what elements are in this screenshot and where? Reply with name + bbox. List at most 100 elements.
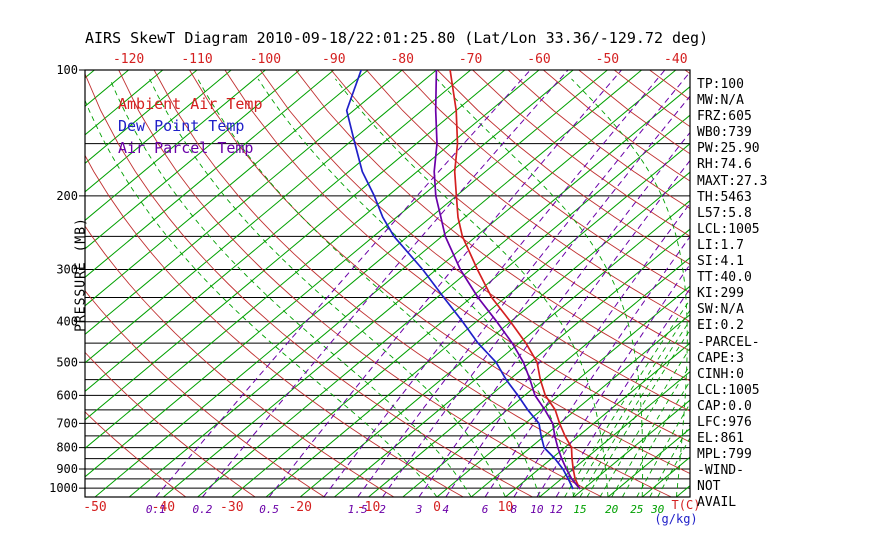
bottom-temp-tick-label: -50 bbox=[83, 500, 106, 515]
pressure-tick-label: 500 bbox=[56, 355, 78, 369]
line bbox=[513, 235, 690, 497]
line bbox=[330, 70, 690, 352]
line bbox=[128, 70, 642, 497]
top-temp-tick-label: -70 bbox=[459, 52, 482, 67]
stats-line: SW:N/A bbox=[697, 302, 744, 318]
isotherm-lines bbox=[85, 70, 690, 497]
stats-line: LCL:1005 bbox=[697, 221, 760, 237]
top-temp-tick-label: -60 bbox=[527, 52, 550, 67]
stats-line: WB0:739 bbox=[697, 125, 752, 141]
pressure-tick-label: 200 bbox=[56, 189, 78, 203]
temp-unit-label: T(C) bbox=[672, 498, 701, 512]
ambient-temp-curve bbox=[449, 70, 581, 490]
line bbox=[85, 70, 266, 221]
stats-line: CAP:0.0 bbox=[697, 398, 752, 414]
bottom-temp-tick-label: -10 bbox=[357, 500, 380, 515]
stats-line: CINH:0 bbox=[697, 366, 744, 382]
line bbox=[484, 202, 690, 497]
line bbox=[259, 70, 690, 412]
chart-title: AIRS SkewT Diagram 2010-09-18/22:01:25.8… bbox=[85, 29, 709, 47]
top-temp-tick-label: -100 bbox=[250, 52, 281, 67]
line bbox=[366, 70, 690, 323]
mixing-ratio-label: 25 bbox=[630, 503, 643, 516]
line bbox=[564, 298, 690, 497]
line bbox=[505, 342, 690, 497]
legend-ambient-air-temp: Ambient Air Temp bbox=[118, 95, 263, 113]
top-temp-tick-label: -80 bbox=[390, 52, 413, 67]
mixing-ratio-lines-violet bbox=[155, 70, 690, 497]
mixing-ratio-label: 12 bbox=[549, 503, 563, 516]
pressure-tick-label: 800 bbox=[56, 441, 78, 455]
pressure-tick-label: 600 bbox=[56, 388, 78, 402]
mixing-ratio-label: 2 bbox=[379, 503, 386, 516]
dewpoint-curve bbox=[345, 70, 574, 490]
stats-line: PW:25.90 bbox=[697, 141, 760, 157]
line bbox=[299, 171, 690, 497]
line bbox=[382, 95, 690, 497]
pressure-gridlines bbox=[85, 69, 690, 489]
top-temp-tick-label: -110 bbox=[181, 52, 212, 67]
pressure-tick-label: 900 bbox=[56, 462, 78, 476]
top-temp-tick-label: -40 bbox=[664, 52, 687, 67]
bottom-temp-tick-label: 10 bbox=[498, 500, 514, 515]
line bbox=[224, 70, 690, 443]
top-temp-tick-label: -120 bbox=[113, 52, 144, 67]
stats-line: L57:5.8 bbox=[697, 205, 752, 221]
line bbox=[85, 70, 335, 278]
pressure-tick-label: 700 bbox=[56, 416, 78, 430]
line bbox=[85, 154, 464, 497]
line bbox=[85, 70, 369, 307]
stats-line: LCL:1005 bbox=[697, 382, 760, 398]
stats-line: MAXT:27.3 bbox=[697, 173, 768, 189]
line bbox=[153, 70, 672, 497]
line bbox=[470, 314, 690, 497]
line bbox=[85, 351, 256, 497]
mixing-ratio-label: 3 bbox=[415, 503, 423, 516]
line bbox=[433, 70, 581, 490]
line bbox=[401, 70, 690, 294]
line bbox=[109, 78, 472, 497]
bottom-temp-tick-label: 0 bbox=[433, 500, 441, 515]
dry-adiabat-lines bbox=[85, 70, 690, 497]
mixing-ratio-label: 4 bbox=[443, 503, 450, 516]
line bbox=[368, 228, 690, 497]
stats-line: RH:74.6 bbox=[697, 157, 752, 173]
stats-line: MW:N/A bbox=[697, 93, 744, 109]
stats-line: TP:100 bbox=[697, 77, 744, 92]
mixing-ratio-label: 10 bbox=[530, 503, 544, 516]
stats-line: TH:5463 bbox=[697, 189, 752, 205]
line bbox=[265, 143, 690, 497]
top-temp-tick-label: -90 bbox=[322, 52, 345, 67]
line bbox=[335, 78, 609, 497]
line bbox=[155, 70, 531, 497]
bottom-temp-tick-label: -40 bbox=[152, 500, 175, 515]
pressure-tick-label: 1000 bbox=[49, 481, 78, 495]
mixing-ratio-label: 0.2 bbox=[193, 503, 213, 516]
line bbox=[85, 225, 395, 497]
line bbox=[85, 70, 129, 107]
line bbox=[85, 70, 437, 364]
stats-line: -WIND- bbox=[697, 463, 744, 479]
pressure-tick-label: 400 bbox=[56, 315, 78, 329]
line bbox=[189, 70, 690, 475]
line bbox=[323, 70, 666, 497]
mixing-ratio-label: 0.1 bbox=[146, 503, 166, 516]
stats-line: TT:40.0 bbox=[697, 270, 752, 286]
line bbox=[257, 78, 575, 497]
line bbox=[436, 70, 690, 265]
stats-line: NOT bbox=[697, 479, 721, 495]
line bbox=[445, 159, 690, 497]
top-temp-tick-label: -50 bbox=[596, 52, 619, 67]
plot-frame bbox=[84, 69, 691, 498]
stats-line: LFC:976 bbox=[697, 414, 752, 430]
line bbox=[572, 309, 690, 497]
line bbox=[94, 70, 608, 497]
line bbox=[436, 285, 690, 497]
mixing-ratio-label: 20 bbox=[605, 503, 619, 516]
line bbox=[85, 290, 325, 497]
stats-line: CAPE:3 bbox=[697, 350, 744, 366]
line bbox=[149, 78, 506, 497]
line bbox=[539, 371, 690, 497]
